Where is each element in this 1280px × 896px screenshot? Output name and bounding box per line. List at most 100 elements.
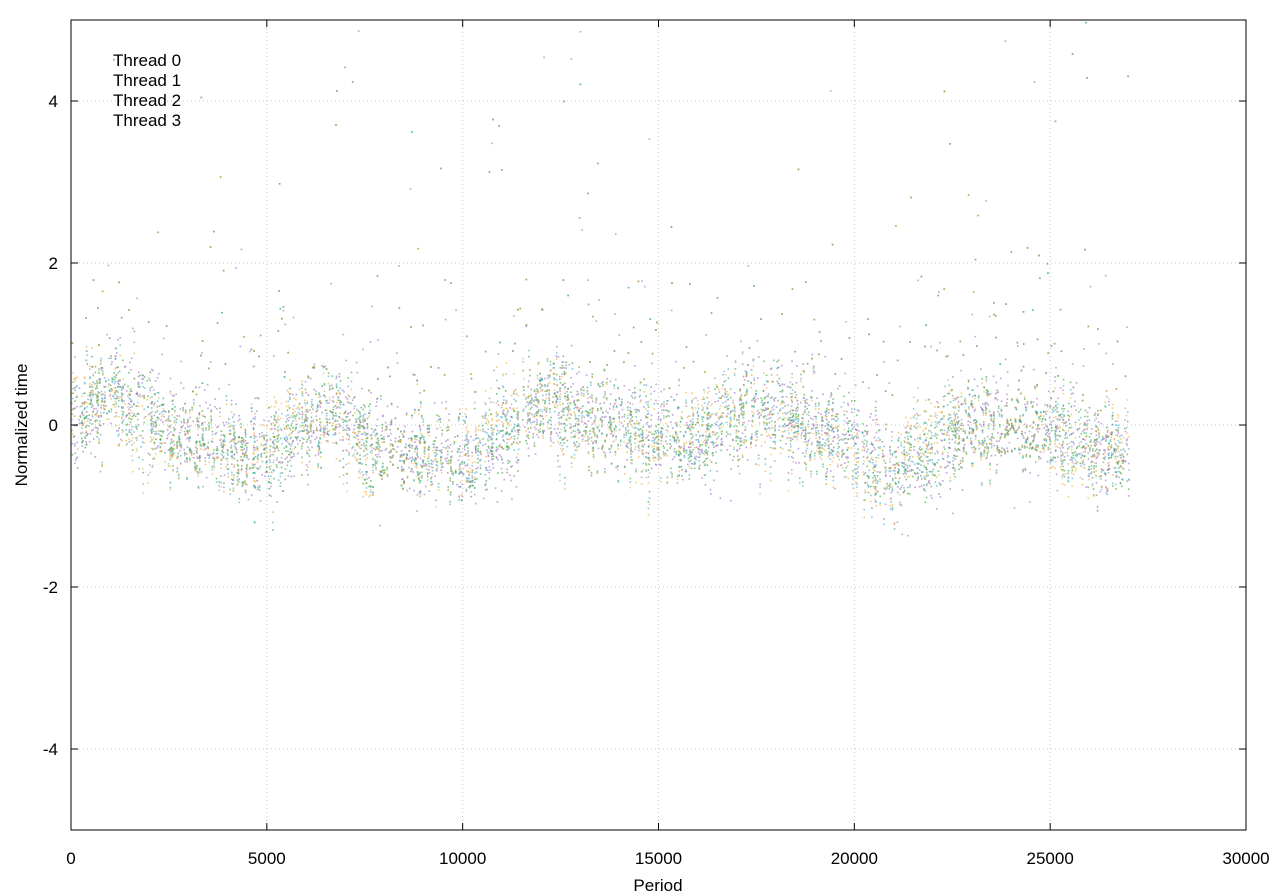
scatter-point bbox=[75, 457, 78, 459]
scatter-point bbox=[90, 406, 93, 409]
scatter-point bbox=[949, 447, 951, 449]
scatter-point bbox=[626, 417, 629, 419]
scatter-point bbox=[591, 423, 594, 425]
scatter-point bbox=[154, 420, 157, 423]
scatter-point bbox=[117, 338, 119, 341]
scatter-point bbox=[580, 387, 583, 390]
scatter-point bbox=[355, 443, 358, 445]
scatter-point bbox=[223, 482, 225, 484]
scatter-point bbox=[401, 460, 404, 462]
scatter-point bbox=[149, 429, 152, 431]
scatter-point bbox=[406, 489, 409, 492]
scatter-point bbox=[345, 410, 347, 412]
scatter-point bbox=[971, 403, 974, 405]
scatter-point bbox=[586, 386, 589, 389]
scatter-point bbox=[286, 456, 288, 459]
scatter-point bbox=[983, 450, 985, 452]
scatter-point bbox=[629, 414, 631, 416]
scatter-point bbox=[910, 443, 913, 446]
scatter-point bbox=[225, 421, 228, 424]
scatter-point bbox=[1065, 421, 1067, 423]
scatter-point bbox=[921, 478, 923, 480]
scatter-point bbox=[338, 416, 340, 418]
scatter-point bbox=[825, 472, 827, 475]
scatter-point bbox=[159, 438, 162, 441]
scatter-point bbox=[820, 413, 822, 416]
scatter-point bbox=[765, 418, 768, 421]
scatter-point bbox=[621, 408, 624, 411]
scatter-point bbox=[497, 353, 500, 355]
scatter-point bbox=[626, 442, 628, 445]
scatter-point bbox=[579, 31, 582, 33]
scatter-point bbox=[791, 420, 793, 422]
scatter-point bbox=[832, 410, 834, 413]
scatter-point bbox=[389, 423, 391, 426]
scatter-point bbox=[708, 434, 711, 437]
scatter-point bbox=[538, 429, 540, 432]
scatter-point bbox=[1088, 468, 1090, 471]
scatter-point bbox=[531, 397, 533, 400]
scatter-point bbox=[854, 442, 856, 445]
scatter-point bbox=[233, 465, 235, 468]
scatter-point bbox=[535, 393, 537, 395]
scatter-point bbox=[716, 438, 718, 440]
scatter-point bbox=[1006, 402, 1008, 404]
scatter-point bbox=[662, 445, 665, 447]
scatter-point bbox=[843, 395, 845, 398]
scatter-point bbox=[515, 400, 517, 402]
scatter-point bbox=[903, 491, 905, 493]
scatter-point bbox=[753, 379, 756, 382]
scatter-point bbox=[664, 440, 667, 442]
scatter-point bbox=[690, 455, 693, 458]
scatter-point bbox=[623, 385, 626, 387]
scatter-point bbox=[258, 433, 261, 435]
scatter-point bbox=[648, 431, 651, 433]
scatter-point bbox=[92, 411, 94, 414]
scatter-point bbox=[947, 404, 949, 406]
scatter-point bbox=[837, 447, 839, 450]
scatter-point bbox=[128, 412, 131, 415]
scatter-point bbox=[941, 440, 943, 442]
scatter-point bbox=[294, 427, 297, 430]
scatter-point bbox=[1024, 469, 1027, 472]
scatter-point bbox=[118, 383, 120, 386]
scatter-point bbox=[1072, 452, 1075, 454]
scatter-point bbox=[381, 430, 384, 432]
scatter-point bbox=[368, 405, 370, 408]
scatter-point bbox=[941, 453, 944, 455]
scatter-point bbox=[647, 400, 649, 403]
scatter-point bbox=[945, 472, 948, 474]
scatter-point bbox=[322, 431, 325, 434]
scatter-point bbox=[816, 470, 818, 473]
scatter-point bbox=[779, 439, 782, 442]
scatter-point bbox=[227, 449, 229, 452]
scatter-point bbox=[493, 369, 495, 372]
scatter-point bbox=[970, 400, 973, 402]
scatter-point bbox=[114, 393, 116, 395]
scatter-point bbox=[474, 446, 477, 449]
scatter-point bbox=[555, 345, 558, 348]
scatter-point bbox=[807, 420, 810, 423]
scatter-point bbox=[846, 410, 848, 413]
scatter-point bbox=[82, 440, 84, 442]
scatter-point bbox=[421, 415, 423, 417]
scatter-point bbox=[645, 437, 647, 440]
scatter-point bbox=[536, 399, 538, 402]
scatter-point bbox=[530, 427, 532, 429]
scatter-point bbox=[75, 396, 78, 399]
scatter-point bbox=[1108, 404, 1110, 406]
scatter-point bbox=[127, 385, 129, 388]
scatter-point bbox=[1059, 413, 1061, 416]
scatter-point bbox=[171, 450, 173, 453]
scatter-point bbox=[440, 449, 443, 451]
scatter-point bbox=[879, 471, 881, 474]
scatter-point bbox=[495, 446, 498, 449]
scatter-point bbox=[985, 408, 988, 410]
scatter-point bbox=[691, 406, 693, 409]
scatter-point bbox=[782, 419, 785, 421]
scatter-point bbox=[1058, 430, 1061, 433]
scatter-point bbox=[377, 439, 380, 442]
scatter-point bbox=[297, 411, 300, 414]
scatter-point bbox=[560, 415, 563, 418]
scatter-point bbox=[637, 423, 639, 425]
